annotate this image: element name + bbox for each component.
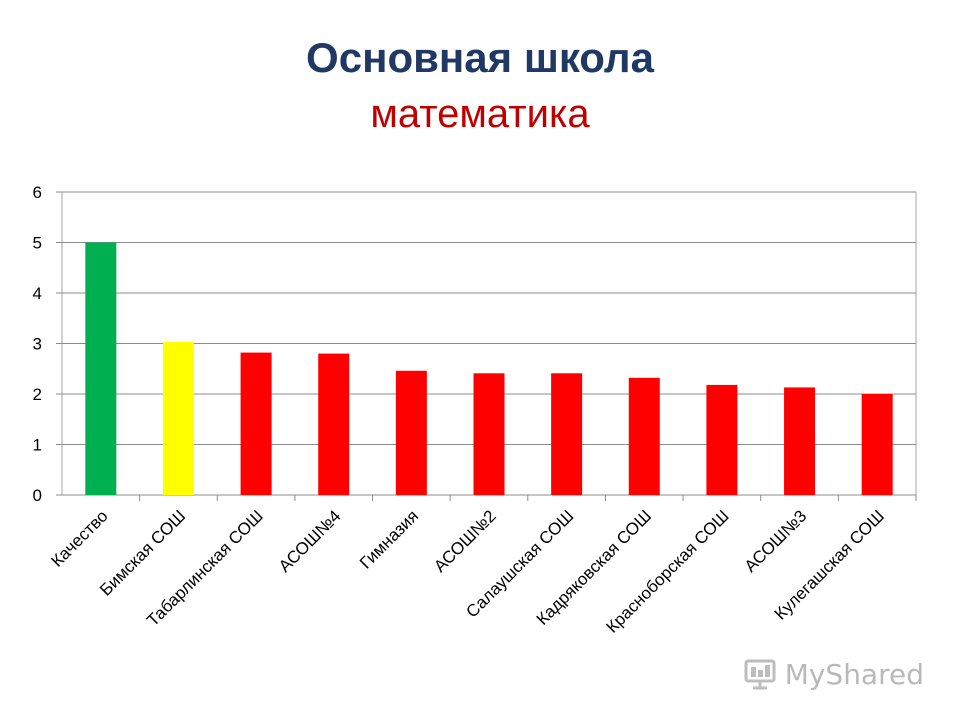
title-main: Основная школа bbox=[306, 34, 654, 81]
bar bbox=[861, 394, 893, 495]
x-tick-label: АСОШ№2 bbox=[430, 506, 500, 576]
title-subject: математика bbox=[370, 92, 590, 136]
bar bbox=[628, 377, 660, 495]
x-tick-label: АСОШ№4 bbox=[275, 506, 345, 576]
bar bbox=[395, 370, 427, 495]
projector-screen-icon bbox=[744, 659, 776, 690]
x-tick-label: Качество bbox=[47, 506, 111, 570]
bar bbox=[162, 341, 194, 495]
watermark: MyShared bbox=[743, 654, 924, 694]
y-tick-label: 1 bbox=[33, 436, 42, 455]
x-tick-label: АСОШ№3 bbox=[741, 506, 811, 576]
y-tick-label: 6 bbox=[33, 183, 42, 202]
y-tick-label: 4 bbox=[33, 284, 42, 303]
y-tick-label: 3 bbox=[33, 335, 42, 354]
bar bbox=[706, 384, 738, 495]
bar bbox=[473, 373, 505, 495]
y-tick-label: 5 bbox=[33, 234, 42, 253]
watermark-text: MyShared bbox=[784, 657, 924, 691]
bar bbox=[240, 352, 272, 495]
bar bbox=[85, 242, 117, 495]
bar bbox=[551, 373, 583, 495]
x-tick-label: Гимназия bbox=[356, 506, 422, 572]
bar bbox=[784, 387, 816, 495]
chart-title: Основная школа математика bbox=[0, 30, 960, 142]
y-tick-label: 2 bbox=[33, 385, 42, 404]
bar bbox=[318, 353, 350, 495]
y-tick-label: 0 bbox=[33, 486, 42, 505]
